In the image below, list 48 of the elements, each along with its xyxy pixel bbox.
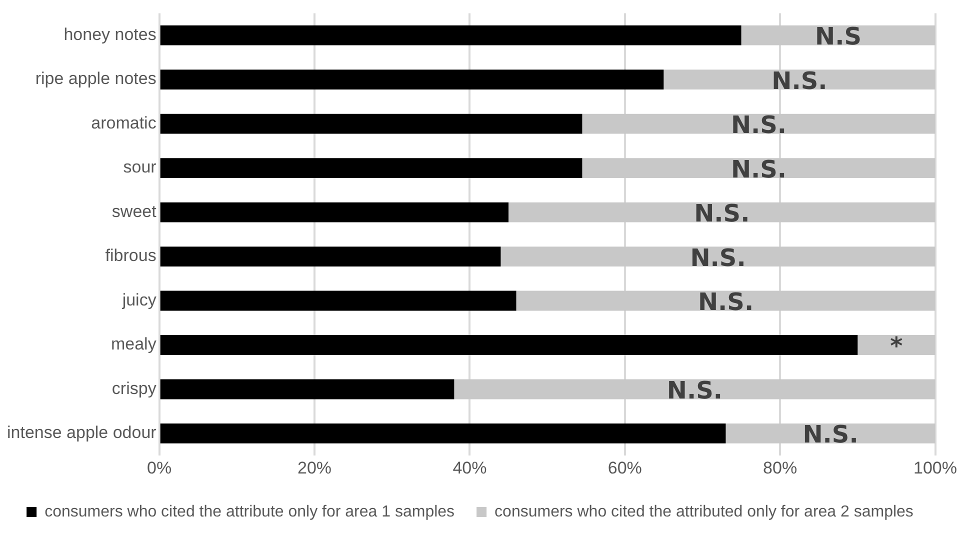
- bar: [160, 290, 516, 311]
- y-tick-label: crispy: [112, 378, 157, 398]
- annotation: N.S.: [694, 200, 750, 228]
- bar: [160, 424, 726, 444]
- x-tick-label: 100%: [914, 458, 957, 478]
- x-tick-label: 80%: [763, 458, 798, 478]
- y-tick-label: ripe apple notes: [35, 69, 156, 88]
- bar: [582, 114, 936, 134]
- bar: [160, 335, 858, 355]
- bar: [726, 424, 936, 444]
- y-tick-label: sour: [123, 158, 157, 177]
- bar: [516, 290, 936, 311]
- bar: [664, 70, 936, 90]
- x-tick-label: 40%: [452, 458, 487, 478]
- annotation: N.S.: [730, 155, 787, 184]
- bar: [160, 246, 501, 266]
- bar: [160, 158, 582, 178]
- y-tick-label: intense apple odour: [6, 423, 157, 442]
- bar: [160, 70, 664, 90]
- x-tick-label: 0%: [147, 458, 172, 478]
- y-tick-label: honey notes: [64, 25, 156, 44]
- bar: [582, 158, 936, 178]
- bar: [160, 379, 454, 400]
- y-tick-label: fibrous: [105, 246, 156, 266]
- bar: [160, 25, 742, 46]
- annotation: N.S.: [730, 111, 787, 140]
- annotation: N.S.: [690, 244, 746, 272]
- bar: [508, 202, 936, 222]
- annotation: N.S: [815, 22, 862, 51]
- x-tick-label: 60%: [608, 458, 642, 478]
- annotation: N.S.: [802, 420, 858, 449]
- annotation: N.S.: [666, 376, 723, 404]
- annotation: N.S.: [698, 288, 754, 316]
- x-tick-label: 20%: [298, 458, 332, 478]
- legend-label: consumers who cited the attribute only for area 1 samples: [44, 503, 455, 520]
- y-tick-label: aromatic: [91, 113, 157, 132]
- y-tick-label: juicy: [121, 290, 157, 310]
- legend-label: consumers who cited the attributed only for area 2 samples: [494, 503, 914, 520]
- bar: [160, 114, 582, 134]
- bar: [160, 202, 509, 222]
- bar: [500, 246, 936, 266]
- bar: [741, 25, 936, 46]
- bar: [858, 335, 936, 355]
- y-tick-label: mealy: [110, 334, 157, 354]
- annotation: *: [890, 332, 904, 360]
- y-tick-label: sweet: [112, 202, 157, 221]
- bar: [454, 379, 936, 400]
- annotation: N.S.: [772, 66, 828, 95]
